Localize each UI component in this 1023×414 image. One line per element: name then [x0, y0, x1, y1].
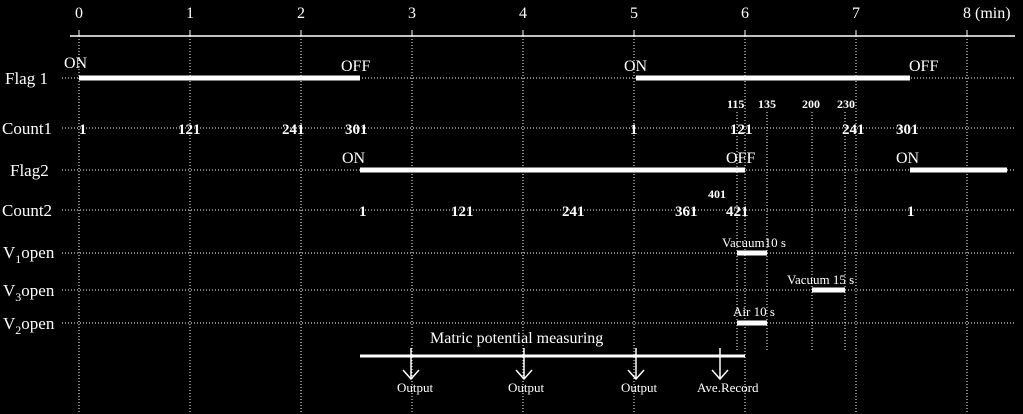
label-sub: 1 — [15, 252, 21, 266]
valve-note: Air 10 s — [733, 304, 775, 319]
arrow-head — [711, 369, 729, 381]
count-mark: 230 — [837, 97, 855, 111]
event: ON — [342, 150, 366, 167]
count: 1 — [79, 122, 87, 138]
tick-label: 3 — [408, 5, 416, 22]
tick-label: 8 (min) — [963, 5, 1011, 22]
tick-label: 5 — [630, 5, 638, 22]
row-label: Flag2 — [10, 161, 49, 180]
count: 241 — [842, 122, 865, 138]
row-label: Count2 — [2, 201, 52, 220]
tick-label: 2 — [297, 5, 305, 22]
arrow-head — [627, 369, 645, 381]
event: OFF — [726, 150, 755, 167]
event: ON — [624, 58, 648, 75]
row-label: Flag 1 — [5, 69, 48, 88]
count: 241 — [562, 204, 585, 220]
tick-label: 6 — [741, 5, 749, 22]
label-part: V — [3, 281, 16, 300]
count-values: 1 121 241 361 421 1 401 — [359, 187, 915, 220]
valve-note: Vacuum 15 s — [787, 272, 854, 287]
count: 361 — [675, 204, 698, 220]
label-sub: 2 — [15, 323, 21, 337]
count: 1 — [359, 204, 367, 220]
tick-label: 7 — [852, 5, 860, 22]
count: 301 — [345, 122, 368, 138]
label-part: V — [3, 243, 16, 262]
count: 121 — [178, 122, 201, 138]
outputs: Output Output Output Ave.Record — [397, 348, 759, 395]
arrow-head — [515, 369, 533, 381]
row-label: V2open — [3, 314, 55, 337]
row-label: V1open — [3, 243, 55, 266]
grid — [62, 36, 1015, 414]
count: 421 — [726, 204, 749, 220]
count-values: 1 121 241 301 1 121 241 301 115 135 200 230 — [79, 97, 919, 138]
event: ON — [64, 55, 88, 72]
count-mark: 135 — [758, 97, 776, 111]
count: 121 — [730, 122, 753, 138]
count: 241 — [282, 122, 305, 138]
valve-note: Vacuum10 s — [722, 235, 786, 250]
label-part: open — [21, 314, 55, 333]
output-label: Output — [508, 380, 545, 395]
label-part: open — [21, 243, 55, 262]
tick-label: 1 — [186, 5, 194, 22]
row-label: V3open — [3, 281, 55, 304]
label-sub: 3 — [15, 290, 21, 304]
row-label: Count1 — [2, 119, 52, 138]
axis-ticks: 0 1 2 3 4 5 6 7 8 (min) — [75, 5, 1011, 36]
count-mark: 115 — [727, 97, 744, 111]
output-label: Output — [621, 380, 658, 395]
label-part: open — [21, 281, 55, 300]
event: ON — [896, 150, 920, 167]
count-mark: 401 — [708, 187, 726, 201]
arrow-head — [402, 369, 420, 381]
measuring-title: Matric potential measuring — [430, 330, 603, 347]
tick-label: 4 — [519, 5, 527, 22]
tick-label: 0 — [75, 5, 83, 22]
label-part: V — [3, 314, 16, 333]
count-mark: 200 — [802, 97, 820, 111]
count: 1 — [907, 204, 915, 220]
event: OFF — [909, 58, 938, 75]
output-label: Output — [397, 380, 434, 395]
count: 1 — [630, 122, 638, 138]
output-label: Ave.Record — [697, 380, 759, 395]
count: 121 — [451, 204, 474, 220]
count: 301 — [896, 122, 919, 138]
event: OFF — [341, 58, 370, 75]
